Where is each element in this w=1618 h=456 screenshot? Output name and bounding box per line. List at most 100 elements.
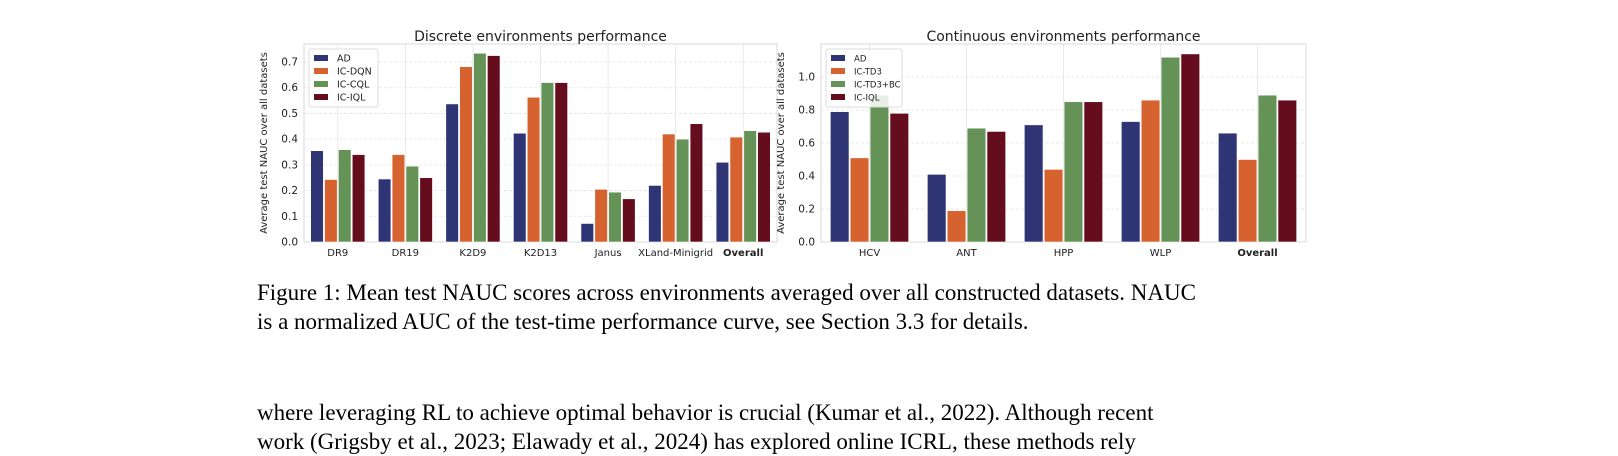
x-tick-label: Overall (1237, 248, 1277, 259)
x-tick-label: Janus (594, 248, 622, 259)
x-tick-label: Overall (723, 248, 763, 259)
bar-ic-iql-k2d13 (554, 82, 568, 243)
bar-ic-td3-bc-hcv (869, 94, 890, 243)
figure-caption: Figure 1: Mean test NAUC scores across e… (257, 278, 1337, 336)
bar-ic-cql-k2d13 (540, 82, 555, 243)
legend-swatch (831, 81, 845, 87)
bar-ic-dqn-overall (729, 136, 743, 243)
y-tick-label: 1.0 (798, 72, 815, 84)
bar-ic-td3-overall (1237, 159, 1258, 243)
legend-swatch (831, 94, 845, 100)
chart-1: 0.0 0.1 0.2 0.3 0.4 0.5 0.6 0.7 DR9 DR19 K2D9 K2D13… (259, 29, 778, 259)
x-tick-label: WLP (1150, 248, 1172, 259)
x-tick-label: K2D13 (524, 248, 557, 259)
chart-title: Discrete environments performance (414, 29, 667, 45)
y-tick-label: 0.0 (798, 237, 815, 249)
body-paragraph: where leveraging RL to achieve optimal b… (257, 398, 1337, 456)
y-axis-label: Average test NAUC over all datasets (776, 52, 787, 234)
x-tick-label: XLand-Minigrid (638, 248, 713, 259)
chart-2: 0.0 0.2 0.4 0.6 0.8 1.0 HCV ANT HPP WLP Overall Con… (776, 29, 1307, 259)
y-tick-label: 0.8 (798, 105, 815, 117)
bar-ic-cql-dr19 (405, 165, 419, 243)
x-tick-label: HCV (859, 248, 881, 259)
bar-ic-iql-ant (986, 131, 1006, 243)
y-tick-label: 0.6 (281, 82, 298, 94)
body-line-2: work (Grigsby et al., 2023; Elawady et a… (257, 429, 1136, 454)
legend-label: IC-TD3 (854, 68, 882, 78)
legend-box (308, 48, 379, 108)
bar-ic-iql-k2d9 (487, 55, 501, 243)
bar-ic-dqn-k2d13 (526, 96, 541, 243)
y-tick-label: 0.1 (281, 211, 298, 223)
legend-swatch (314, 55, 328, 61)
bar-ic-cql-overall (743, 130, 757, 243)
bar-ic-td3-bc-wlp (1160, 56, 1181, 243)
bar-ic-iql-dr9 (351, 154, 366, 243)
legend-label: IC-CQL (337, 80, 370, 91)
bar-ad-overall (715, 161, 730, 243)
bar-ic-cql-janus (608, 191, 622, 243)
bar-ic-dqn-dr19 (391, 154, 406, 243)
x-tick-label: DR19 (392, 248, 419, 259)
legend-label: IC-DQN (337, 67, 372, 78)
bar-ad-k2d9 (445, 103, 459, 243)
bar-ad-janus (580, 223, 594, 243)
legend-swatch (831, 55, 845, 61)
y-tick-label: 0.4 (798, 171, 815, 183)
legend-label: AD (854, 55, 867, 65)
y-tick-label: 0.6 (798, 138, 815, 150)
x-tick-label: HPP (1054, 248, 1074, 259)
y-tick-label: 0.2 (281, 185, 298, 197)
plot-frame (303, 43, 778, 243)
legend-swatch (831, 68, 845, 74)
y-tick-label: 0.2 (798, 204, 815, 216)
y-tick-label: 0.5 (281, 108, 298, 120)
legend-label: AD (337, 54, 351, 65)
legend-label: IC-TD3+BC (854, 81, 901, 91)
bar-ic-td3-bc-overall (1257, 94, 1278, 243)
bar-ad-hpp (1024, 124, 1044, 243)
bar-ic-iql-hpp (1083, 101, 1103, 243)
x-tick-label: ANT (956, 248, 977, 259)
figure-charts: 0.0 0.1 0.2 0.3 0.4 0.5 0.6 0.7 DR9 DR19 K2D9 K2D13… (259, 29, 1307, 259)
caption-line-1: Figure 1: Mean test NAUC scores across e… (257, 280, 1196, 305)
bar-ic-iql-wlp (1180, 53, 1200, 243)
bar-ic-iql-dr19 (419, 177, 433, 243)
legend: AD IC-TD3 IC-TD3+BC IC-IQL (825, 48, 903, 108)
y-axis-label: Average test NAUC over all datasets (259, 52, 270, 234)
bar-ic-dqn-janus (594, 188, 608, 243)
bar-ic-iql-overall (757, 131, 771, 243)
bar-ic-td3-bc-ant (966, 127, 987, 243)
bar-ad-xland-minigrid (648, 185, 662, 243)
bar-ad-wlp (1121, 121, 1141, 243)
plot-frame (820, 43, 1307, 243)
y-tick-label: 0.0 (281, 237, 298, 249)
legend-label: IC-IQL (337, 93, 366, 104)
bar-ic-dqn-k2d9 (459, 66, 473, 243)
legend-swatch (314, 94, 328, 100)
bar-ad-dr9 (310, 150, 324, 243)
chart-title: Continuous environments performance (926, 29, 1200, 45)
bar-ic-dqn-xland-minigrid (662, 133, 676, 243)
body-line-1: where leveraging RL to achieve optimal b… (257, 400, 1154, 425)
bar-ic-iql-janus (622, 198, 636, 243)
caption-line-2: is a normalized AUC of the test-time per… (257, 309, 1029, 334)
legend-swatch (314, 81, 328, 87)
x-tick-label: K2D9 (459, 248, 486, 259)
legend: AD IC-DQN IC-CQL IC-IQL (308, 48, 379, 108)
bar-ad-k2d13 (513, 132, 527, 243)
bar-ic-cql-xland-minigrid (675, 138, 690, 243)
y-tick-label: 0.4 (281, 134, 298, 146)
bar-ic-td3-hpp (1043, 169, 1064, 243)
bar-ic-dqn-dr9 (324, 179, 338, 243)
bar-ad-overall (1218, 132, 1238, 243)
bar-ic-td3-bc-hpp (1063, 101, 1084, 243)
y-tick-label: 0.7 (281, 57, 298, 69)
bar-ic-td3-wlp (1140, 99, 1161, 243)
legend-swatch (314, 68, 328, 74)
x-tick-label: DR9 (327, 248, 348, 259)
bar-ic-iql-xland-minigrid (689, 123, 704, 243)
bar-ad-dr19 (377, 178, 392, 243)
bar-ad-ant (927, 174, 947, 243)
bar-ic-iql-hcv (889, 113, 909, 243)
